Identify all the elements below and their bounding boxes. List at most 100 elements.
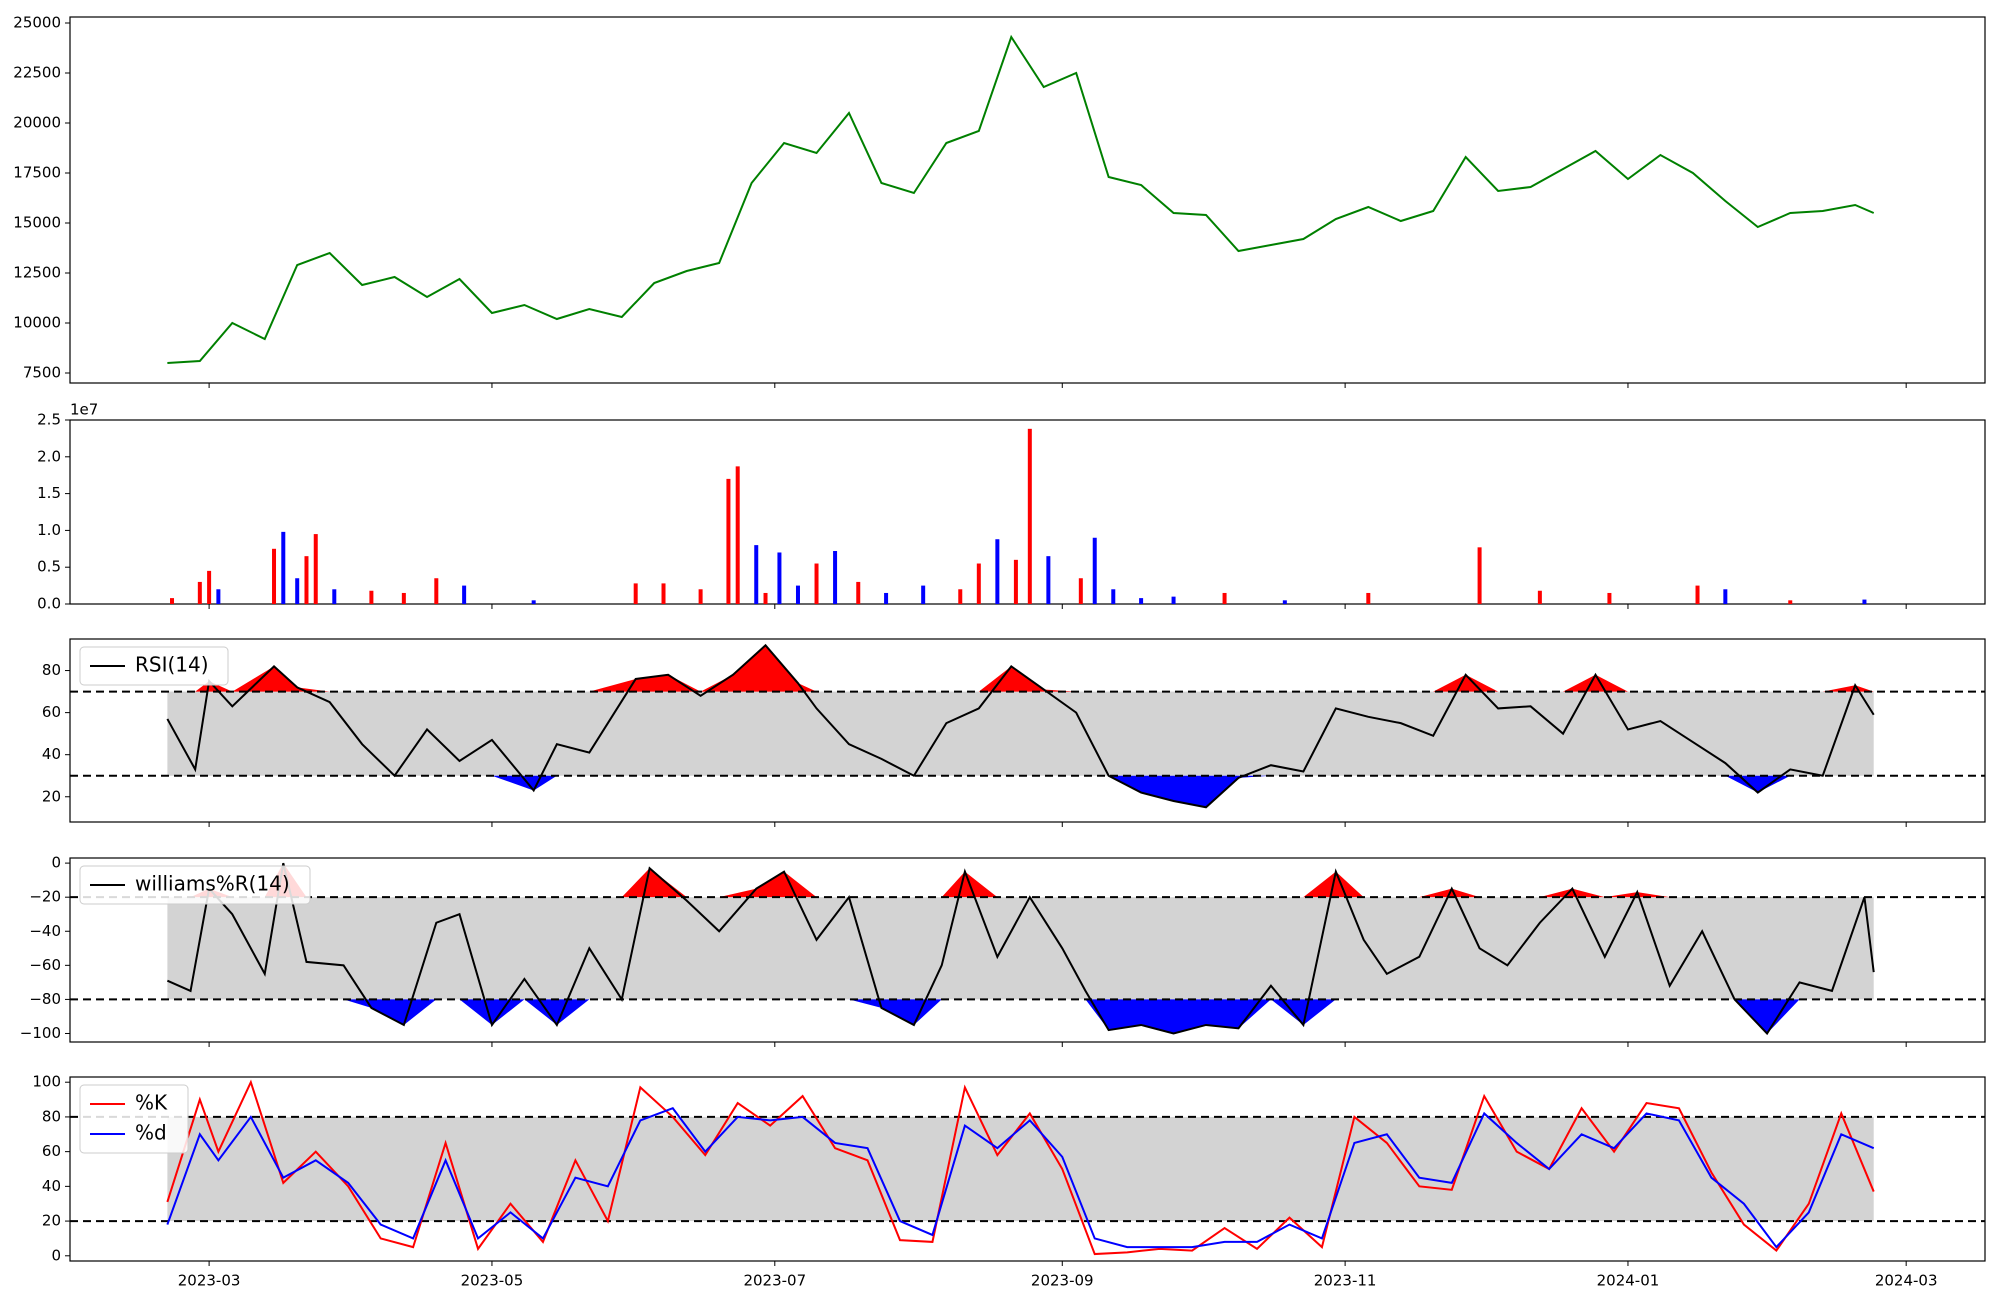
williams-ytick-label: −80 (29, 990, 61, 1008)
stochastic-ytick-label: 40 (42, 1177, 61, 1195)
volume-bar (1537, 590, 1542, 604)
volume-bar (1366, 592, 1371, 604)
volume-bar (1171, 596, 1176, 604)
volume-ytick-label: 1.0 (37, 521, 61, 539)
price-ytick-label: 10000 (13, 314, 61, 332)
price-ytick-label: 22500 (13, 64, 61, 82)
volume-bar (1092, 537, 1097, 604)
rsi-legend-box (79, 646, 229, 686)
volume-bar (763, 592, 768, 604)
stochastic-legend-label: %d (135, 1121, 167, 1145)
volume-bar (295, 578, 300, 604)
williams-line-0 (166, 862, 1875, 1036)
stochastic-line-1 (166, 1107, 1875, 1249)
volume-bar (1027, 428, 1032, 604)
rsi-band (167, 691, 1874, 776)
williams-legend-box (79, 865, 311, 905)
volume-bar (216, 589, 221, 604)
volume-bar (313, 534, 318, 604)
volume-bar (434, 578, 439, 604)
rsi-legend-label: RSI(14) (135, 653, 209, 677)
volume-ytick-label: 0.5 (37, 558, 61, 576)
rsi-ytick-label: 80 (42, 661, 61, 679)
xtick-label: 2023-05 (461, 1272, 524, 1290)
stochastic-axes-frame (69, 1076, 1986, 1262)
xtick-label: 2023-03 (178, 1272, 241, 1290)
williams-ytick-label: −100 (20, 1024, 61, 1042)
volume-bar (1477, 547, 1482, 604)
xtick-label: 2023-11 (1314, 1272, 1377, 1290)
volume-bar (795, 585, 800, 604)
volume-bar (884, 592, 889, 604)
price-ytick-label: 20000 (13, 114, 61, 132)
williams-ytick-label: 0 (51, 854, 61, 872)
volume-ytick-label: 1.5 (37, 484, 61, 502)
volume-bar (976, 563, 981, 604)
williams-legend-label: williams%R(14) (135, 872, 290, 896)
volume-bar (1222, 592, 1227, 604)
volume-bar (833, 551, 838, 604)
rsi-overbought-fill (167, 645, 1874, 692)
volume-bar (958, 589, 963, 604)
price-ytick-label: 12500 (13, 264, 61, 282)
williams-ytick-label: −20 (29, 888, 61, 906)
volume-bar (207, 570, 212, 604)
volume-bar (1013, 559, 1018, 604)
rsi-ytick-label: 60 (42, 703, 61, 721)
volume-bar (777, 552, 782, 604)
price-axes-frame (69, 16, 1986, 384)
price-line (167, 34, 1875, 364)
price-ytick-label: 7500 (23, 364, 61, 382)
volume-bar (1862, 599, 1867, 604)
volume-bar (856, 581, 861, 604)
williams-legend: williams%R(14) (79, 865, 311, 905)
xtick-label: 2023-09 (1031, 1272, 1094, 1290)
volume-bar (369, 590, 374, 604)
volume-bar (272, 548, 277, 604)
xtick-label: 2023-07 (743, 1272, 806, 1290)
volume-bar (754, 545, 759, 604)
stochastic-panel: 0 20 40 60 80 100 2023-03 2023-05 2023-07 2023-09… (32, 1073, 1986, 1290)
volume-bar (1282, 600, 1287, 604)
williams-ytick-label: −40 (29, 922, 61, 940)
williams-ytick-label: −60 (29, 956, 61, 974)
volume-bar (995, 539, 1000, 604)
stochastic-ytick-label: 20 (42, 1212, 61, 1230)
stochastic-legend-box (79, 1084, 189, 1154)
williams-oversold-fill (167, 999, 1874, 1034)
rsi-ytick-label: 20 (42, 787, 61, 805)
volume-offset-label: 1e7 (70, 401, 98, 419)
volume-bar (1046, 556, 1051, 604)
rsi-oversold-fill (167, 775, 1874, 808)
volume-bar (698, 589, 703, 604)
volume-bar (281, 531, 286, 604)
volume-ytick-label: 2.0 (37, 447, 61, 465)
xtick-label: 2024-01 (1597, 1272, 1660, 1290)
xtick-label: 2024-03 (1875, 1272, 1938, 1290)
volume-bar (1078, 578, 1083, 604)
stochastic-legend-label: %K (135, 1091, 168, 1115)
volume-bar (197, 581, 202, 604)
volume-bar (1788, 600, 1793, 604)
volume-bar (1111, 589, 1116, 604)
volume-bar (814, 563, 819, 604)
volume-bar (1723, 589, 1728, 604)
volume-axes-frame (69, 419, 1986, 605)
price-panel: 7500 10000 12500 15000 17500 20000 22500 25000 (13, 14, 1986, 388)
volume-bar (1139, 598, 1144, 604)
volume-bar (401, 592, 406, 604)
volume-bar (304, 556, 309, 604)
price-ytick-label: 25000 (13, 14, 61, 32)
volume-bar (726, 478, 731, 604)
stochastic-band (167, 1116, 1874, 1222)
volume-bar (633, 583, 638, 604)
volume-bar (531, 600, 536, 604)
rsi-line-0 (166, 643, 1875, 809)
volume-bar (921, 585, 926, 604)
stochastic-ytick-label: 60 (42, 1142, 61, 1160)
volume-bar (462, 585, 467, 604)
volume-bar (735, 466, 740, 604)
stochastic-ytick-label: 100 (32, 1073, 61, 1091)
